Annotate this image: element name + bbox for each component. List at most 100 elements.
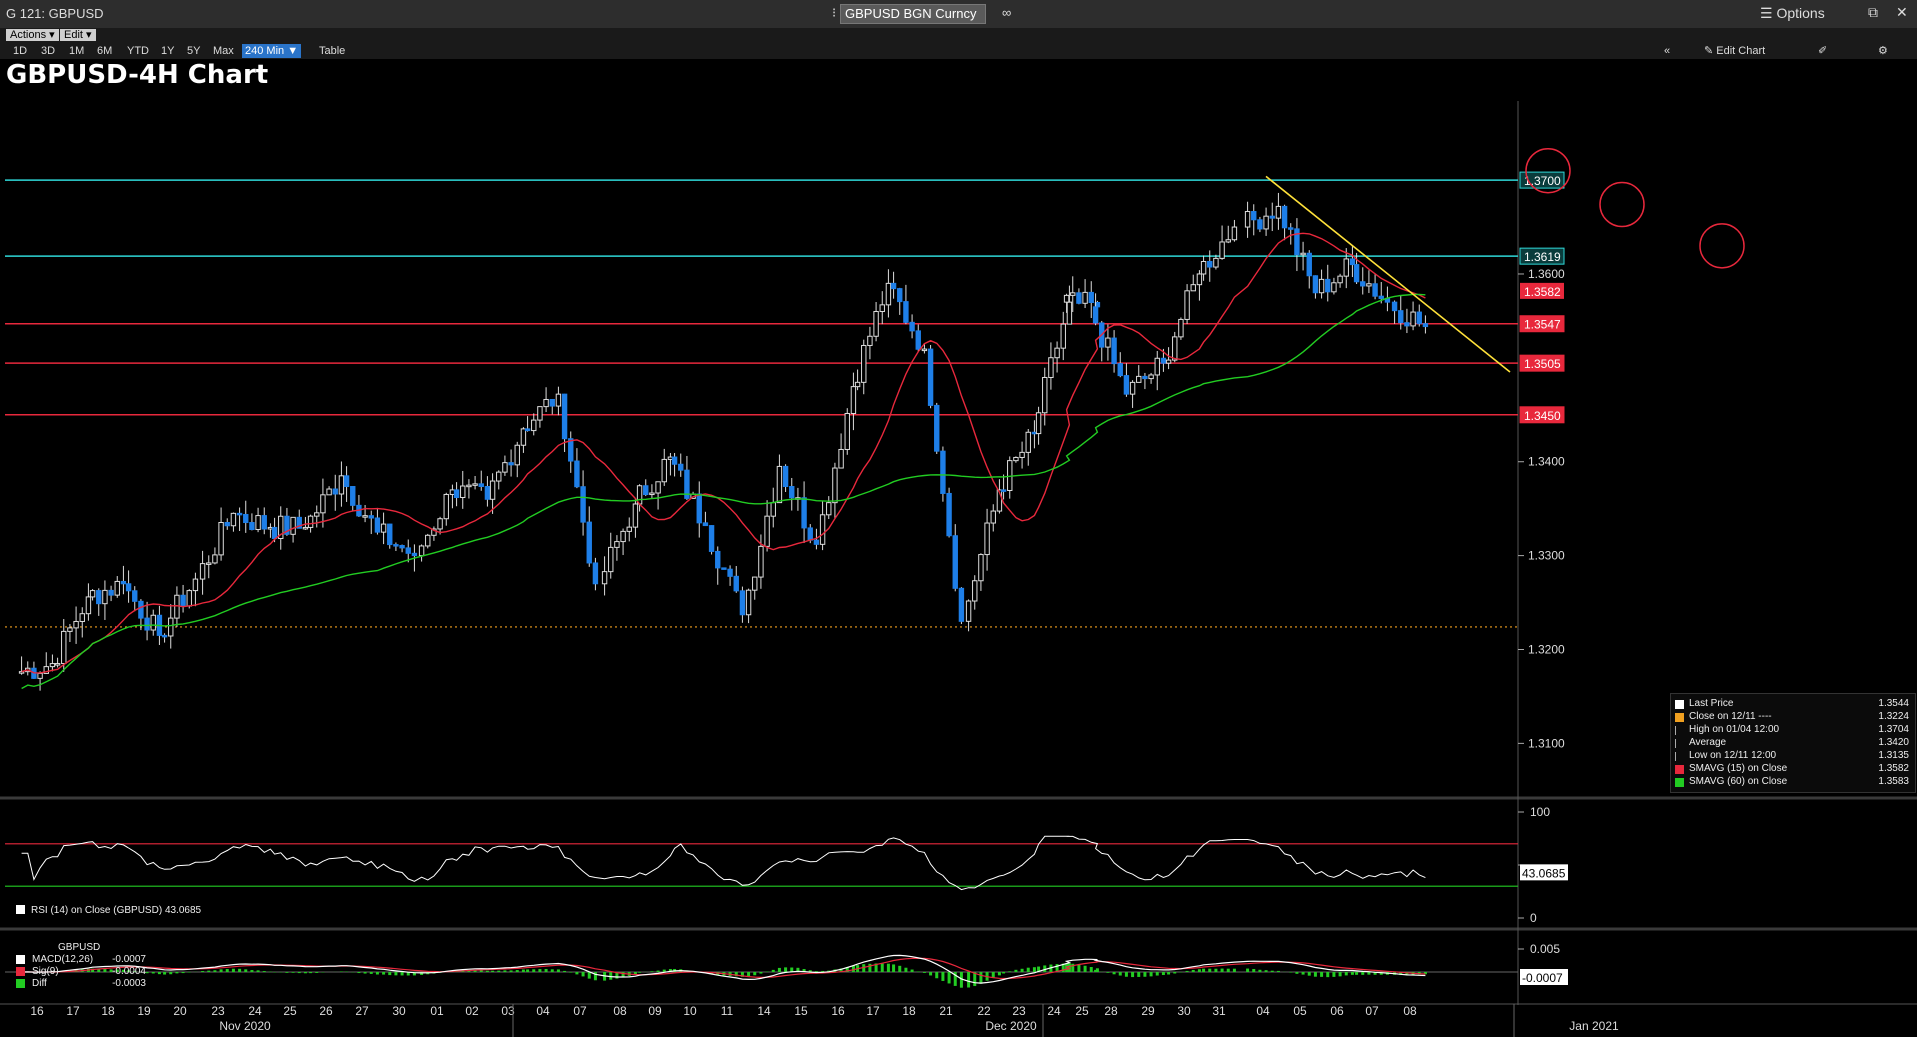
candle-body: [903, 301, 909, 323]
candle-body: [549, 398, 555, 407]
candle-body: [921, 348, 928, 352]
candle-body: [940, 450, 946, 494]
macd-hist-bar: [406, 972, 410, 976]
x-tick-label: 28: [1104, 1004, 1118, 1018]
close-window-icon[interactable]: ✕: [1896, 4, 1908, 20]
candle-body: [972, 580, 978, 602]
period-ytd[interactable]: YTD: [127, 45, 149, 57]
macd-hist-bar: [1131, 972, 1135, 978]
candle-body: [671, 456, 678, 465]
macd-hist-bar: [1043, 965, 1047, 972]
macd-hist-bar: [802, 968, 806, 972]
candle-body: [150, 614, 156, 631]
period-1d[interactable]: 1D: [13, 45, 28, 57]
edit-chart-button[interactable]: ✎ Edit Chart: [1704, 45, 1766, 57]
candle-body: [934, 404, 940, 452]
candle-body: [626, 526, 632, 532]
candle-body: [764, 515, 770, 547]
candle-body: [278, 515, 284, 539]
x-tick-label: 04: [536, 1004, 550, 1018]
candle-body: [290, 516, 296, 535]
candle-body: [1025, 431, 1031, 453]
candle-body: [832, 467, 838, 504]
candle-body: [873, 311, 879, 337]
candle-body: [890, 282, 897, 290]
period-3d[interactable]: 3D: [41, 45, 56, 57]
x-tick-label: 07: [573, 1004, 587, 1018]
x-tick-label: 23: [211, 1004, 225, 1018]
macd-hist-bar: [231, 968, 235, 972]
candle-body: [399, 545, 405, 549]
candle-body: [915, 330, 921, 350]
legend-row: High on 01/04 12:00 1.3704: [1675, 724, 1911, 737]
candle-body: [1416, 311, 1422, 325]
x-tick-label: 25: [283, 1004, 297, 1018]
legend-label: Average: [1689, 737, 1727, 748]
macd-hist-bar: [115, 969, 119, 972]
candle-body: [807, 527, 813, 541]
x-tick-label: 09: [648, 1004, 662, 1018]
candle-body: [854, 381, 861, 388]
rsi-label: RSI (14) on Close (GBPUSD): [31, 905, 163, 916]
candle-body: [125, 583, 132, 592]
legend-value: 1.3704: [1878, 724, 1909, 735]
macd-hist-bar: [151, 972, 155, 974]
period-6m[interactable]: 6M: [97, 45, 113, 57]
macd-hist-bar: [1405, 972, 1409, 976]
x-tick-label: 06: [1330, 1004, 1344, 1018]
macd-hist-bar: [734, 972, 738, 977]
options-button[interactable]: ☰ Options: [1760, 5, 1825, 21]
candle-body: [326, 488, 332, 496]
legend-label: Last Price: [1689, 698, 1734, 709]
candle-body: [1410, 311, 1416, 327]
x-tick-label: 07: [1365, 1004, 1379, 1018]
candle-body: [1343, 258, 1349, 277]
candle-body: [984, 522, 990, 556]
macd-hist-bar: [910, 969, 914, 972]
legend-label: SMAVG (15) on Close: [1689, 763, 1788, 774]
table-button[interactable]: Table: [319, 45, 346, 57]
macd-hist-bar: [1118, 972, 1122, 976]
macd-tick-label: 0.005: [1530, 942, 1560, 956]
macd-hist-bar: [127, 970, 131, 972]
edit-menu[interactable]: Edit ▾: [60, 29, 96, 41]
macd-hist-bar: [388, 972, 392, 976]
ticker-input[interactable]: GBPUSD BGN Curncy: [840, 4, 986, 24]
macd-hist-bar: [1301, 972, 1305, 975]
candle-body: [96, 590, 102, 605]
settings-gear-icon[interactable]: ⚙: [1878, 45, 1888, 57]
macd-hist-bar: [515, 970, 519, 972]
x-tick-label: 17: [66, 1004, 80, 1018]
restore-window-icon[interactable]: ⧉: [1868, 4, 1878, 20]
collapse-icon[interactable]: «: [1664, 45, 1671, 57]
macd-legend-value: -0.0007: [112, 954, 146, 965]
macd-hist-bar: [1367, 972, 1371, 975]
price-chart[interactable]: 1.3600 1.3400 1.3300 1.3200 1.3100 1.3700 1.36…: [0, 60, 1917, 1037]
period-5y[interactable]: 5Y: [187, 45, 201, 57]
interval-select[interactable]: 240 Min ▼: [242, 44, 302, 58]
macd-hist-bar: [1399, 972, 1403, 976]
x-tick-label: 16: [30, 1004, 44, 1018]
candle-body: [1184, 290, 1190, 320]
macd-hist-bar: [145, 972, 149, 974]
candle-body: [696, 493, 702, 524]
link-icon[interactable]: ∞: [1002, 5, 1012, 20]
actions-menu[interactable]: Actions ▾: [6, 29, 59, 41]
candle-body: [739, 590, 746, 616]
macd-hist-bar: [1095, 968, 1099, 972]
candle-body: [489, 480, 496, 500]
period-1m[interactable]: 1M: [69, 45, 85, 57]
period-max[interactable]: Max: [213, 45, 234, 57]
macd-hist-bar: [1338, 972, 1342, 977]
rsi-tick-label: 100: [1530, 805, 1550, 819]
x-tick-label: 21: [939, 1004, 953, 1018]
candle-body: [102, 589, 108, 605]
interval-label: 240 Min: [245, 45, 285, 57]
draw-tool-icon[interactable]: ✐: [1818, 45, 1828, 57]
candle-body: [73, 620, 79, 629]
candle-body: [978, 554, 984, 582]
period-1y[interactable]: 1Y: [161, 45, 175, 57]
macd-hist-bar: [213, 970, 217, 972]
candle-body: [338, 475, 345, 495]
macd-hist-bar: [650, 971, 654, 972]
